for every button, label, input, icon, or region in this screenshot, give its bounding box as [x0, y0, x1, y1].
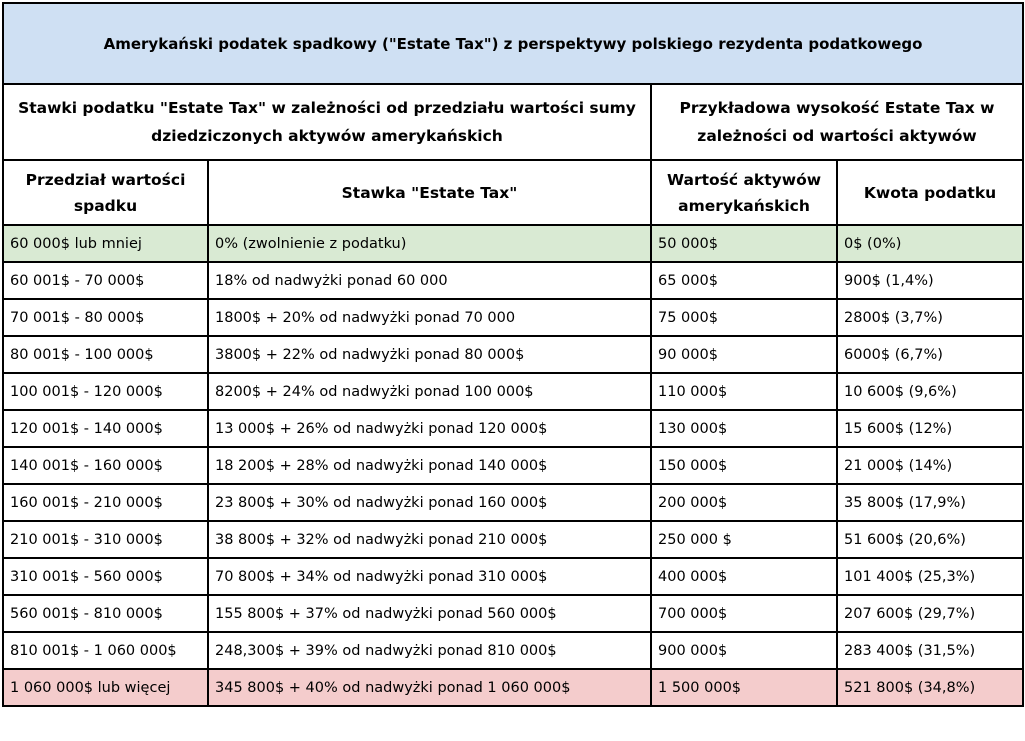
table-row: 810 001$ - 1 060 000$ 248,300$ + 39% od n…: [2, 631, 1025, 670]
rate-cell: 0% (zwolnienie z podatku): [207, 224, 652, 263]
rate-cell: 13 000$ + 26% od nadwyżki ponad 120 000$: [207, 409, 652, 448]
bracket-cell: 60 000$ lub mniej: [2, 224, 209, 263]
tax-amount-cell: 6000$ (6,7%): [835, 335, 1025, 374]
asset-value-cell: 50 000$: [650, 224, 838, 263]
tax-amount-cell: 101 400$ (25,3%): [835, 557, 1025, 596]
rate-cell: 1800$ + 20% od nadwyżki ponad 70 000: [207, 298, 652, 337]
tax-amount-cell: 0$ (0%): [835, 224, 1025, 263]
rate-cell: 23 800$ + 30% od nadwyżki ponad 160 000$: [207, 483, 652, 522]
estate-tax-table: Amerykański podatek spadkowy ("Estate Ta…: [1, 2, 1025, 707]
table-row: 210 001$ - 310 000$ 38 800$ + 32% od nadw…: [2, 520, 1025, 559]
bracket-cell: 120 001$ - 140 000$: [2, 409, 209, 448]
tax-amount-cell: 207 600$ (29,7%): [835, 594, 1025, 633]
asset-value-cell: 1 500 000$: [650, 668, 838, 707]
column-header-rate: Stawka "Estate Tax": [207, 159, 652, 226]
table-row: 60 000$ lub mniej 0% (zwolnienie z podatk…: [2, 224, 1025, 263]
asset-value-cell: 200 000$: [650, 483, 838, 522]
bracket-cell: 210 001$ - 310 000$: [2, 520, 209, 559]
bracket-cell: 560 001$ - 810 000$: [2, 594, 209, 633]
bracket-cell: 60 001$ - 70 000$: [2, 261, 209, 300]
table-row: 160 001$ - 210 000$ 23 800$ + 30% od nadw…: [2, 483, 1025, 522]
rate-cell: 18% od nadwyżki ponad 60 000: [207, 261, 652, 300]
tax-amount-cell: 900$ (1,4%): [835, 261, 1025, 300]
tax-amount-cell: 15 600$ (12%): [835, 409, 1025, 448]
bracket-cell: 160 001$ - 210 000$: [2, 483, 209, 522]
tax-amount-cell: 21 000$ (14%): [835, 446, 1025, 485]
asset-value-cell: 75 000$: [650, 298, 838, 337]
rate-cell: 345 800$ + 40% od nadwyżki ponad 1 060 0…: [207, 668, 652, 707]
group-header-rates: Stawki podatku "Estate Tax" w zależności…: [2, 83, 652, 161]
table-row: 560 001$ - 810 000$ 155 800$ + 37% od nad…: [2, 594, 1025, 633]
asset-value-cell: 250 000 $: [650, 520, 838, 559]
asset-value-cell: 150 000$: [650, 446, 838, 485]
rate-cell: 38 800$ + 32% od nadwyżki ponad 210 000$: [207, 520, 652, 559]
tax-amount-cell: 51 600$ (20,6%): [835, 520, 1025, 559]
column-header-asset-value: Wartość aktywów amerykańskich: [650, 159, 838, 226]
table-row: 120 001$ - 140 000$ 13 000$ + 26% od nadw…: [2, 409, 1025, 448]
asset-value-cell: 400 000$: [650, 557, 838, 596]
rate-cell: 18 200$ + 28% od nadwyżki ponad 140 000$: [207, 446, 652, 485]
column-header-tax-amount: Kwota podatku: [835, 159, 1025, 226]
asset-value-cell: 90 000$: [650, 335, 838, 374]
table-row: 1 060 000$ lub więcej 345 800$ + 40% od n…: [2, 668, 1025, 707]
asset-value-cell: 110 000$: [650, 372, 838, 411]
rate-cell: 3800$ + 22% od nadwyżki ponad 80 000$: [207, 335, 652, 374]
table-row: 140 001$ - 160 000$ 18 200$ + 28% od nadw…: [2, 446, 1025, 485]
asset-value-cell: 900 000$: [650, 631, 838, 670]
tax-amount-cell: 283 400$ (31,5%): [835, 631, 1025, 670]
table-row: 100 001$ - 120 000$ 8200$ + 24% od nadwyż…: [2, 372, 1025, 411]
bracket-cell: 810 001$ - 1 060 000$: [2, 631, 209, 670]
asset-value-cell: 130 000$: [650, 409, 838, 448]
table-title: Amerykański podatek spadkowy ("Estate Ta…: [1, 2, 1025, 85]
asset-value-cell: 700 000$: [650, 594, 838, 633]
group-header-examples: Przykładowa wysokość Estate Tax w zależn…: [649, 83, 1025, 161]
rate-cell: 248,300$ + 39% od nadwyżki ponad 810 000…: [207, 631, 652, 670]
bracket-cell: 70 001$ - 80 000$: [2, 298, 209, 337]
table-row: 310 001$ - 560 000$ 70 800$ + 34% od nadw…: [2, 557, 1025, 596]
tax-amount-cell: 521 800$ (34,8%): [835, 668, 1025, 707]
rate-cell: 70 800$ + 34% od nadwyżki ponad 310 000$: [207, 557, 652, 596]
rate-cell: 155 800$ + 37% od nadwyżki ponad 560 000…: [207, 594, 652, 633]
bracket-cell: 140 001$ - 160 000$: [2, 446, 209, 485]
table-row: 70 001$ - 80 000$ 1800$ + 20% od nadwyżki…: [2, 298, 1025, 337]
tax-amount-cell: 35 800$ (17,9%): [835, 483, 1025, 522]
asset-value-cell: 65 000$: [650, 261, 838, 300]
bracket-cell: 1 060 000$ lub więcej: [2, 668, 209, 707]
bracket-cell: 100 001$ - 120 000$: [2, 372, 209, 411]
column-header-bracket: Przedział wartości spadku: [2, 159, 209, 226]
bracket-cell: 310 001$ - 560 000$: [2, 557, 209, 596]
tax-amount-cell: 2800$ (3,7%): [835, 298, 1025, 337]
tax-amount-cell: 10 600$ (9,6%): [835, 372, 1025, 411]
bracket-cell: 80 001$ - 100 000$: [2, 335, 209, 374]
table-row: 80 001$ - 100 000$ 3800$ + 22% od nadwyżk…: [2, 335, 1025, 374]
rate-cell: 8200$ + 24% od nadwyżki ponad 100 000$: [207, 372, 652, 411]
table-row: 60 001$ - 70 000$ 18% od nadwyżki ponad 6…: [2, 261, 1025, 300]
